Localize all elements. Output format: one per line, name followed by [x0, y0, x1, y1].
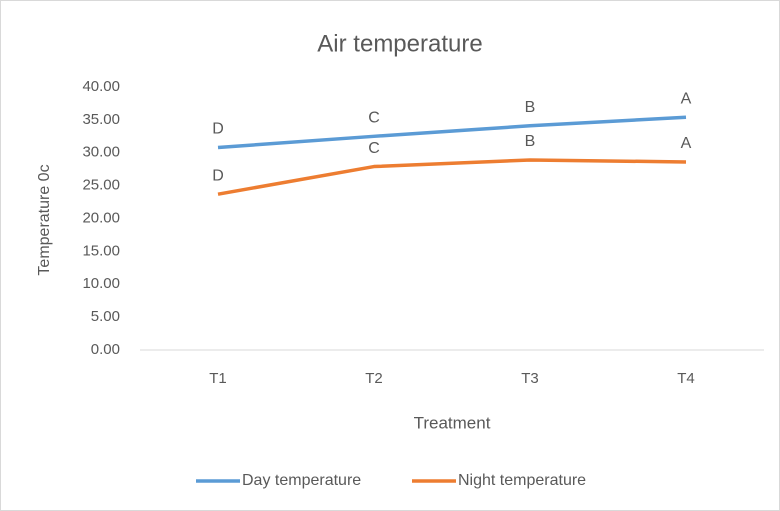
y-tick-label: 0.00: [91, 341, 120, 358]
x-tick-label: T4: [677, 370, 695, 387]
x-axis-label: Treatment: [414, 413, 491, 432]
x-tick-label: T3: [521, 370, 539, 387]
series-line: [217, 115, 687, 150]
y-tick-label: 40.00: [82, 78, 120, 95]
y-tick-label: 10.00: [82, 275, 120, 292]
y-axis-label: Temperature 0c: [36, 164, 53, 275]
series-line: [217, 158, 687, 196]
chart-title: Air temperature: [317, 30, 482, 57]
point-label: B: [525, 133, 536, 150]
y-tick-label: 5.00: [91, 308, 120, 325]
point-label: A: [681, 135, 692, 152]
x-tick-label: T1: [209, 370, 227, 387]
point-label: C: [368, 140, 380, 157]
point-label: C: [368, 110, 380, 127]
point-label: D: [212, 121, 224, 138]
x-tick-label: T2: [365, 370, 383, 387]
legend-label: Day temperature: [242, 472, 361, 489]
y-tick-label: 20.00: [82, 209, 120, 226]
y-tick-label: 30.00: [82, 144, 120, 161]
legend-label: Night temperature: [458, 472, 586, 489]
point-label: B: [525, 99, 536, 116]
y-tick-label: 35.00: [82, 111, 120, 128]
y-tick-label: 25.00: [82, 177, 120, 194]
y-tick-label: 15.00: [82, 242, 120, 259]
point-label: D: [212, 167, 224, 184]
point-label: A: [681, 90, 692, 107]
